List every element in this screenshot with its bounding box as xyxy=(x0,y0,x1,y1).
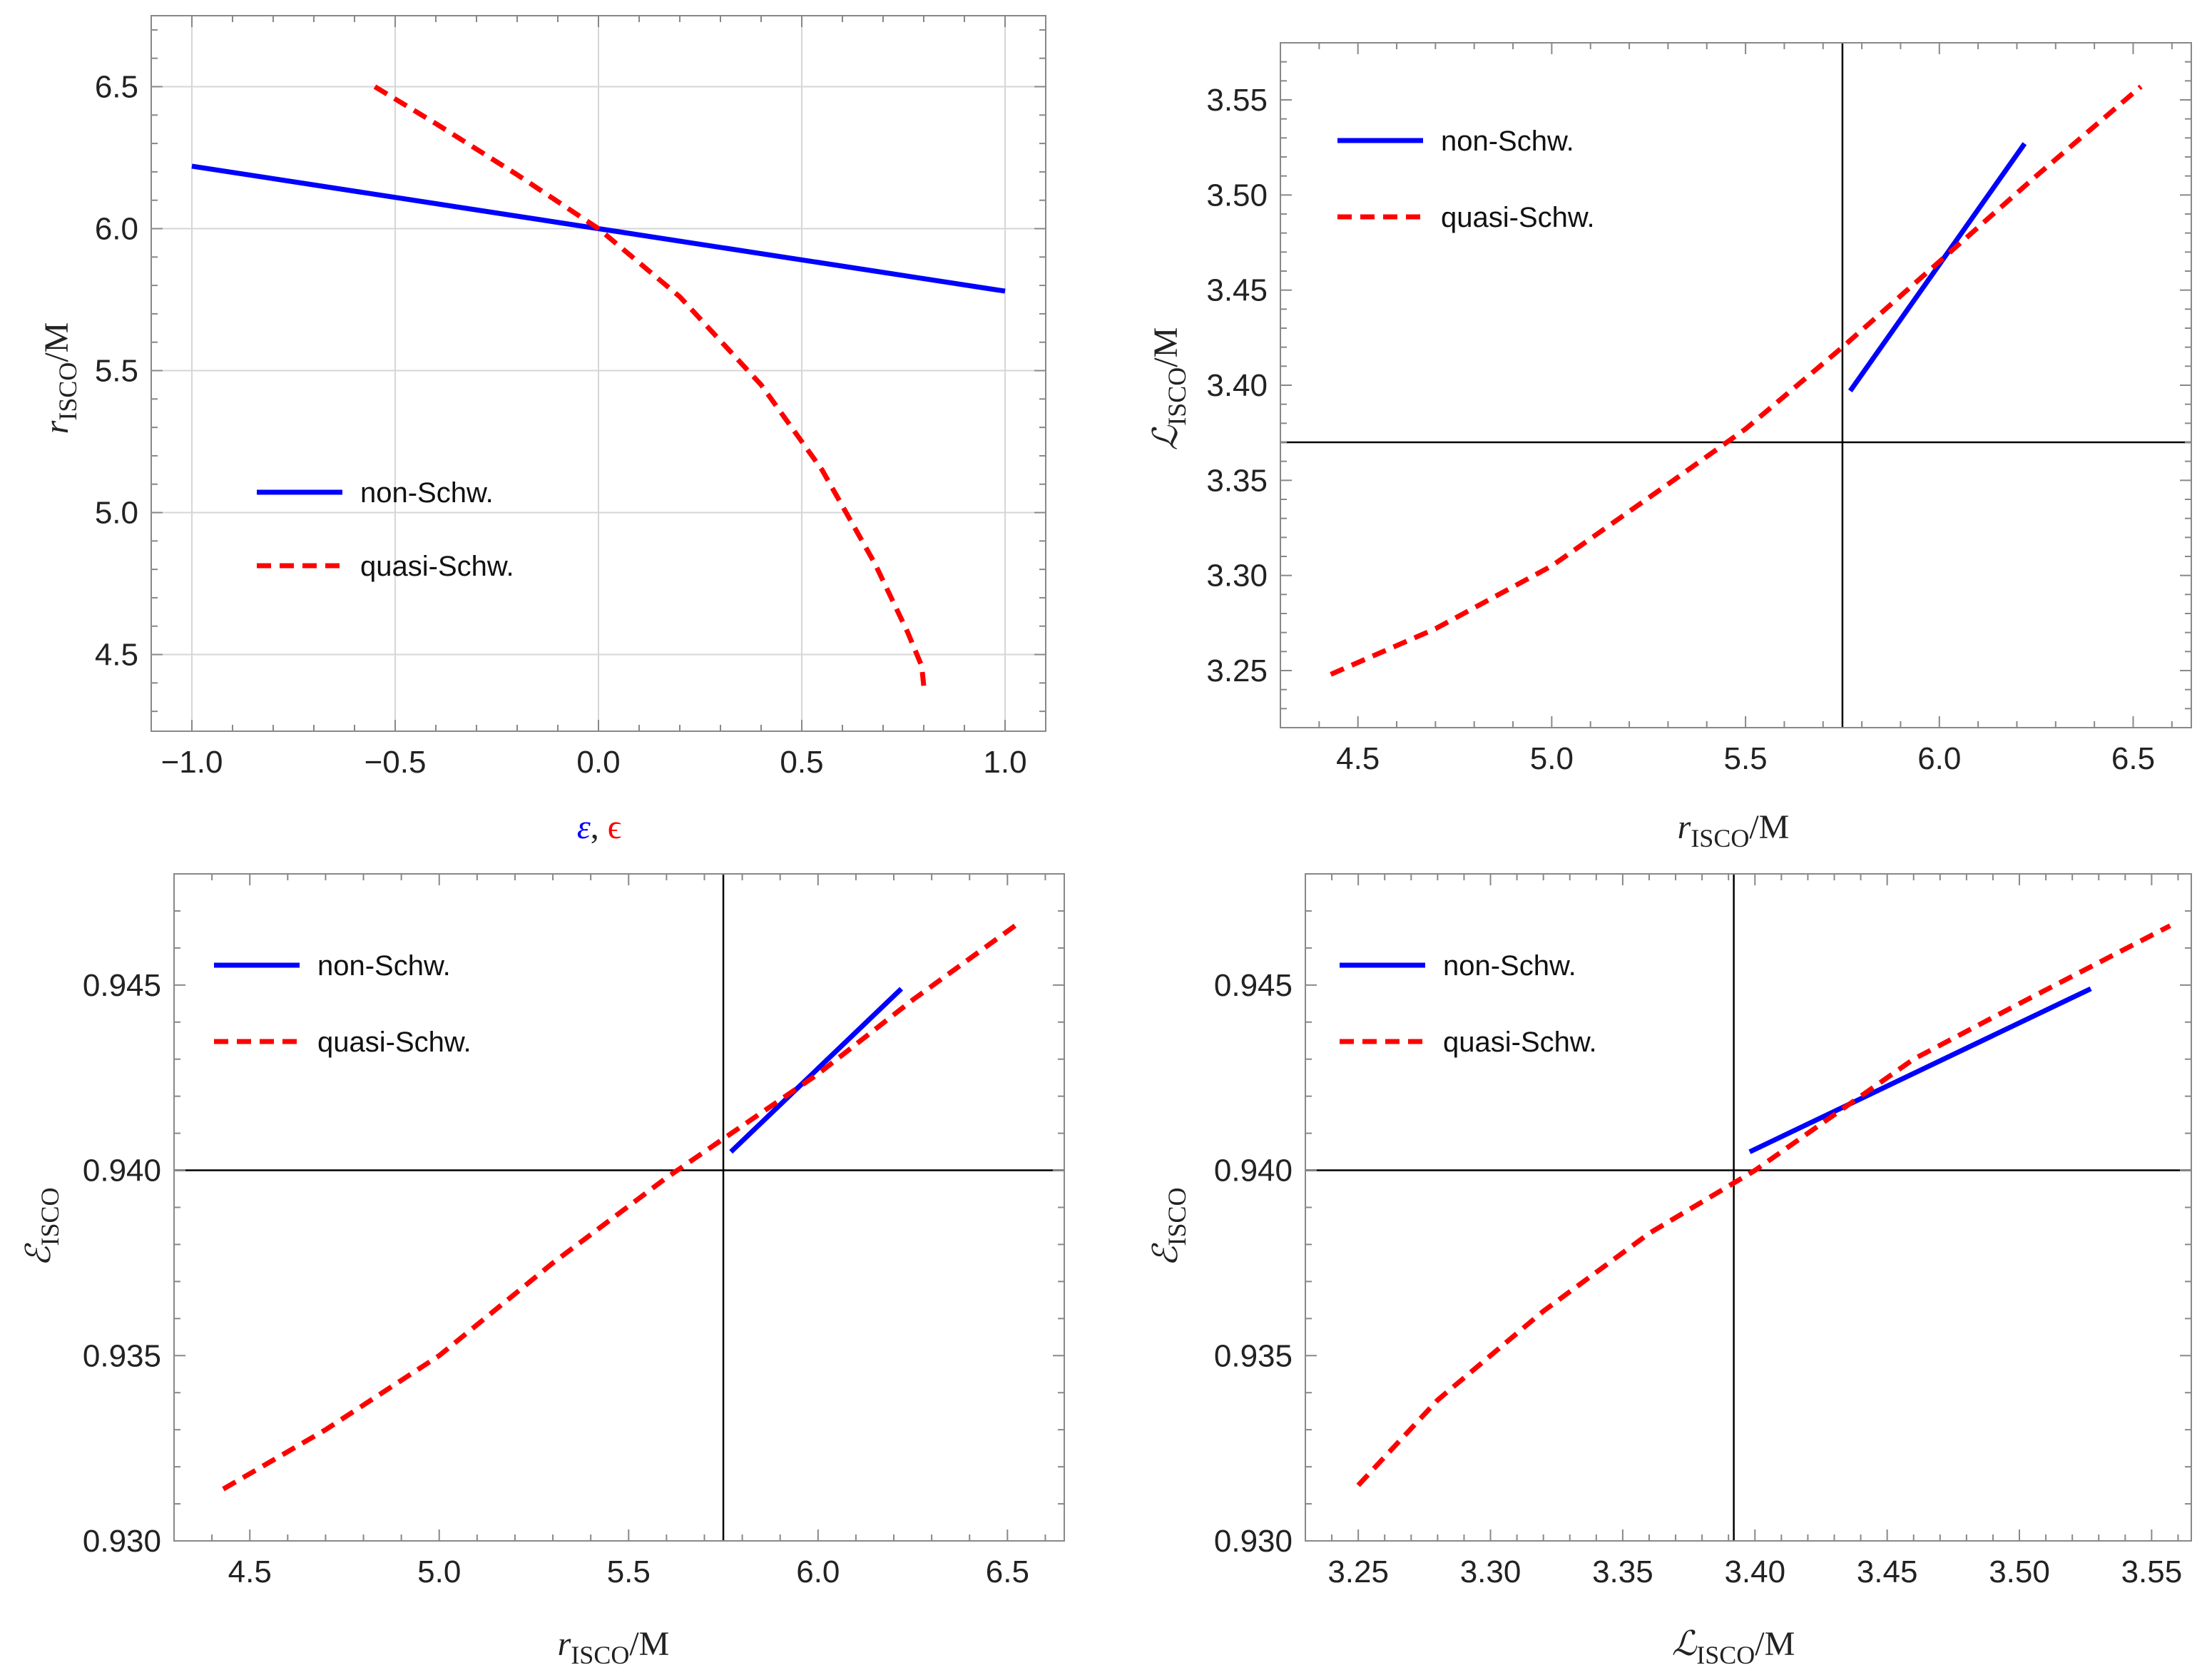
legend-label-non-schw: non-Schw. xyxy=(317,950,451,982)
legend-label-non-schw: non-Schw. xyxy=(1441,126,1574,157)
x-axis-title-sub: ISCO xyxy=(1691,824,1749,852)
x-axis-title-tail: /M xyxy=(1749,808,1789,846)
legend-label-non-schw: non-Schw. xyxy=(360,477,494,509)
y-tick-label: 5.0 xyxy=(95,496,138,531)
y-axis-title-sub: ISCO xyxy=(1163,1187,1191,1246)
series-line-non-schw xyxy=(729,987,904,1154)
y-tick-label: 3.55 xyxy=(1206,83,1268,118)
x-axis-title-sub: ISCO xyxy=(1696,1641,1755,1669)
y-axis-title-main: r xyxy=(38,420,76,434)
x-tick-label: 0.5 xyxy=(780,745,823,780)
x-tick-label: 4.5 xyxy=(228,1554,272,1589)
y-axis-title: ℰISCO xyxy=(20,1187,64,1266)
y-tick-label: 3.50 xyxy=(1206,178,1268,213)
x-tick-label: −1.0 xyxy=(161,745,223,780)
series-line-non-schw xyxy=(1748,986,2092,1154)
x-tick-label: 5.5 xyxy=(607,1554,651,1589)
x-axis-title-tail: /M xyxy=(1755,1625,1795,1663)
series-line-non-schw xyxy=(1847,142,2027,393)
y-axis-title-tail: /M xyxy=(1147,327,1185,367)
panel-risco-vs-epsilon: ε, ϵ rISCO/M −1.0 −0.5 0.0 0.5 1.0 4.5 5.0 5.5 6… xyxy=(38,15,1046,846)
y-axis-title: ℰISCO xyxy=(1147,1187,1191,1266)
x-axis-title-tail: /M xyxy=(629,1625,669,1663)
series-line-quasi-schw xyxy=(373,84,927,686)
y-tick-label: 3.40 xyxy=(1206,368,1268,403)
x-tick-label: 5.0 xyxy=(1530,741,1574,776)
legend-label-quasi-schw: quasi-Schw. xyxy=(1441,202,1595,233)
panel-lisco-vs-risco: rISCO/M ℒISCO/M 4.5 5.0 5.5 6.0 6.53.253.303… xyxy=(1147,42,2192,852)
y-tick-label: 3.35 xyxy=(1206,463,1268,498)
y-tick-label: 0.930 xyxy=(83,1524,161,1559)
x-tick-label: 6.5 xyxy=(986,1554,1029,1589)
x-axis-title-sub: ISCO xyxy=(571,1641,629,1669)
legend: non-Schw. quasi-Schw. xyxy=(1340,950,1597,1058)
y-tick-label: 0.940 xyxy=(1214,1154,1293,1188)
x-tick-label: 4.5 xyxy=(1336,741,1380,776)
x-tick-label: −0.5 xyxy=(365,745,427,780)
x-tick-label: 1.0 xyxy=(983,745,1026,780)
y-tick-label: 6.5 xyxy=(95,70,138,105)
y-axis-title-tail: /M xyxy=(38,322,76,362)
panel-eisco-vs-lisco: ℒISCO/M ℰISCO 3.25 3.30 3.35 3.40 3.45 3.50 3.… xyxy=(1147,873,2192,1669)
y-tick-label: 0.935 xyxy=(1214,1338,1293,1373)
x-axis-title-main: ℒ xyxy=(1672,1625,1698,1663)
legend: non-Schw. quasi-Schw. xyxy=(257,477,514,582)
x-axis-title: rISCO/M xyxy=(558,1625,670,1669)
y-axis-title-main: ℒ xyxy=(1147,424,1185,450)
legend-label-quasi-schw: quasi-Schw. xyxy=(360,551,514,582)
x-axis-title: ℒISCO/M xyxy=(1672,1625,1795,1669)
y-tick-label: 0.940 xyxy=(83,1154,161,1188)
y-axis-title: ℒISCO/M xyxy=(1147,327,1191,451)
x-tick-label: 5.5 xyxy=(1723,741,1767,776)
y-tick-label: 3.25 xyxy=(1206,653,1268,688)
y-axis-title: rISCO/M xyxy=(38,322,82,434)
y-axis-title-sub: ISCO xyxy=(36,1187,64,1246)
x-tick-label: 5.0 xyxy=(417,1554,461,1589)
y-axis-title-sub: ISCO xyxy=(53,362,82,421)
x-axis-title-main: r xyxy=(1678,808,1691,846)
y-tick-label: 3.45 xyxy=(1206,273,1268,308)
y-axis-title-sub: ISCO xyxy=(1163,367,1191,426)
x-tick-label: 0.0 xyxy=(576,745,620,780)
y-tick-label: 4.5 xyxy=(95,638,138,673)
y-tick-label: 0.945 xyxy=(83,968,161,1003)
x-tick-label: 6.0 xyxy=(796,1554,840,1589)
x-axis-title: rISCO/M xyxy=(1678,808,1790,852)
x-tick-label: 3.30 xyxy=(1460,1554,1521,1589)
legend: non-Schw. quasi-Schw. xyxy=(214,950,472,1058)
x-axis-title: ε, ϵ xyxy=(577,808,621,846)
x-axis-title-separator: , xyxy=(591,808,608,846)
y-tick-label: 6.0 xyxy=(95,212,138,247)
legend-label-quasi-schw: quasi-Schw. xyxy=(1443,1027,1597,1058)
series-line-quasi-schw xyxy=(1330,84,2143,677)
x-axis-title-part-varepsilon: ϵ xyxy=(608,808,621,846)
y-tick-label: 0.935 xyxy=(83,1338,161,1373)
y-tick-label: 0.945 xyxy=(1214,968,1293,1003)
x-axis-title-main: r xyxy=(558,1625,571,1663)
x-tick-label: 3.35 xyxy=(1592,1554,1653,1589)
y-tick-label: 3.30 xyxy=(1206,559,1268,594)
x-axis-title-part-epsilon: ε xyxy=(577,808,591,846)
legend: non-Schw. quasi-Schw. xyxy=(1337,126,1595,233)
x-tick-label: 3.45 xyxy=(1857,1554,1918,1589)
y-tick-label: 0.930 xyxy=(1214,1524,1293,1559)
series-line-quasi-schw xyxy=(222,923,1017,1492)
legend-label-quasi-schw: quasi-Schw. xyxy=(317,1027,472,1058)
series-line-quasi-schw xyxy=(1356,923,2171,1487)
y-axis-title-main: ℰ xyxy=(20,1243,58,1267)
x-tick-label: 3.40 xyxy=(1724,1554,1785,1589)
x-tick-label: 6.0 xyxy=(1917,741,1961,776)
panel-eisco-vs-risco: rISCO/M ℰISCO 4.5 5.0 5.5 6.0 6.50.9300.9350… xyxy=(20,873,1065,1669)
legend-label-non-schw: non-Schw. xyxy=(1443,950,1576,982)
x-tick-label: 6.5 xyxy=(2111,741,2155,776)
x-tick-label: 3.50 xyxy=(1989,1554,2050,1589)
y-tick-label: 5.5 xyxy=(95,354,138,389)
y-axis-title-main: ℰ xyxy=(1147,1243,1185,1267)
x-tick-label: 3.55 xyxy=(2121,1554,2183,1589)
x-tick-label: 3.25 xyxy=(1327,1554,1389,1589)
